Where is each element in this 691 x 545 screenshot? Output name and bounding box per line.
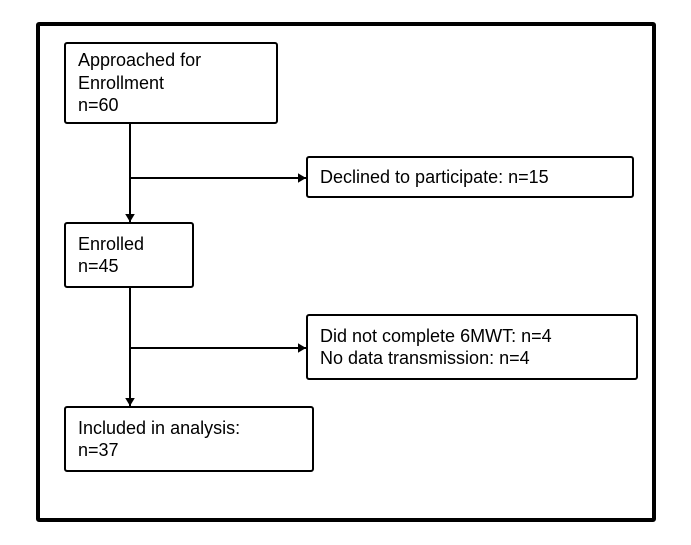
node-enrolled-line: Enrolled <box>78 233 180 256</box>
node-excluded-line: No data transmission: n=4 <box>320 347 624 370</box>
flowchart-canvas: Approached forEnrollmentn=60 Declined to … <box>0 0 691 545</box>
node-declined: Declined to participate: n=15 <box>306 156 634 198</box>
node-approached-line: Enrollment <box>78 72 264 95</box>
node-enrolled-line: n=45 <box>78 255 180 278</box>
node-included-line: Included in analysis: <box>78 417 300 440</box>
node-included: Included in analysis:n=37 <box>64 406 314 472</box>
node-approached-line: Approached for <box>78 49 264 72</box>
node-excluded: Did not complete 6MWT: n=4No data transm… <box>306 314 638 380</box>
node-enrolled: Enrolledn=45 <box>64 222 194 288</box>
node-excluded-line: Did not complete 6MWT: n=4 <box>320 325 624 348</box>
node-approached-line: n=60 <box>78 94 264 117</box>
node-included-line: n=37 <box>78 439 300 462</box>
node-declined-line: Declined to participate: n=15 <box>320 166 620 189</box>
node-approached: Approached forEnrollmentn=60 <box>64 42 278 124</box>
